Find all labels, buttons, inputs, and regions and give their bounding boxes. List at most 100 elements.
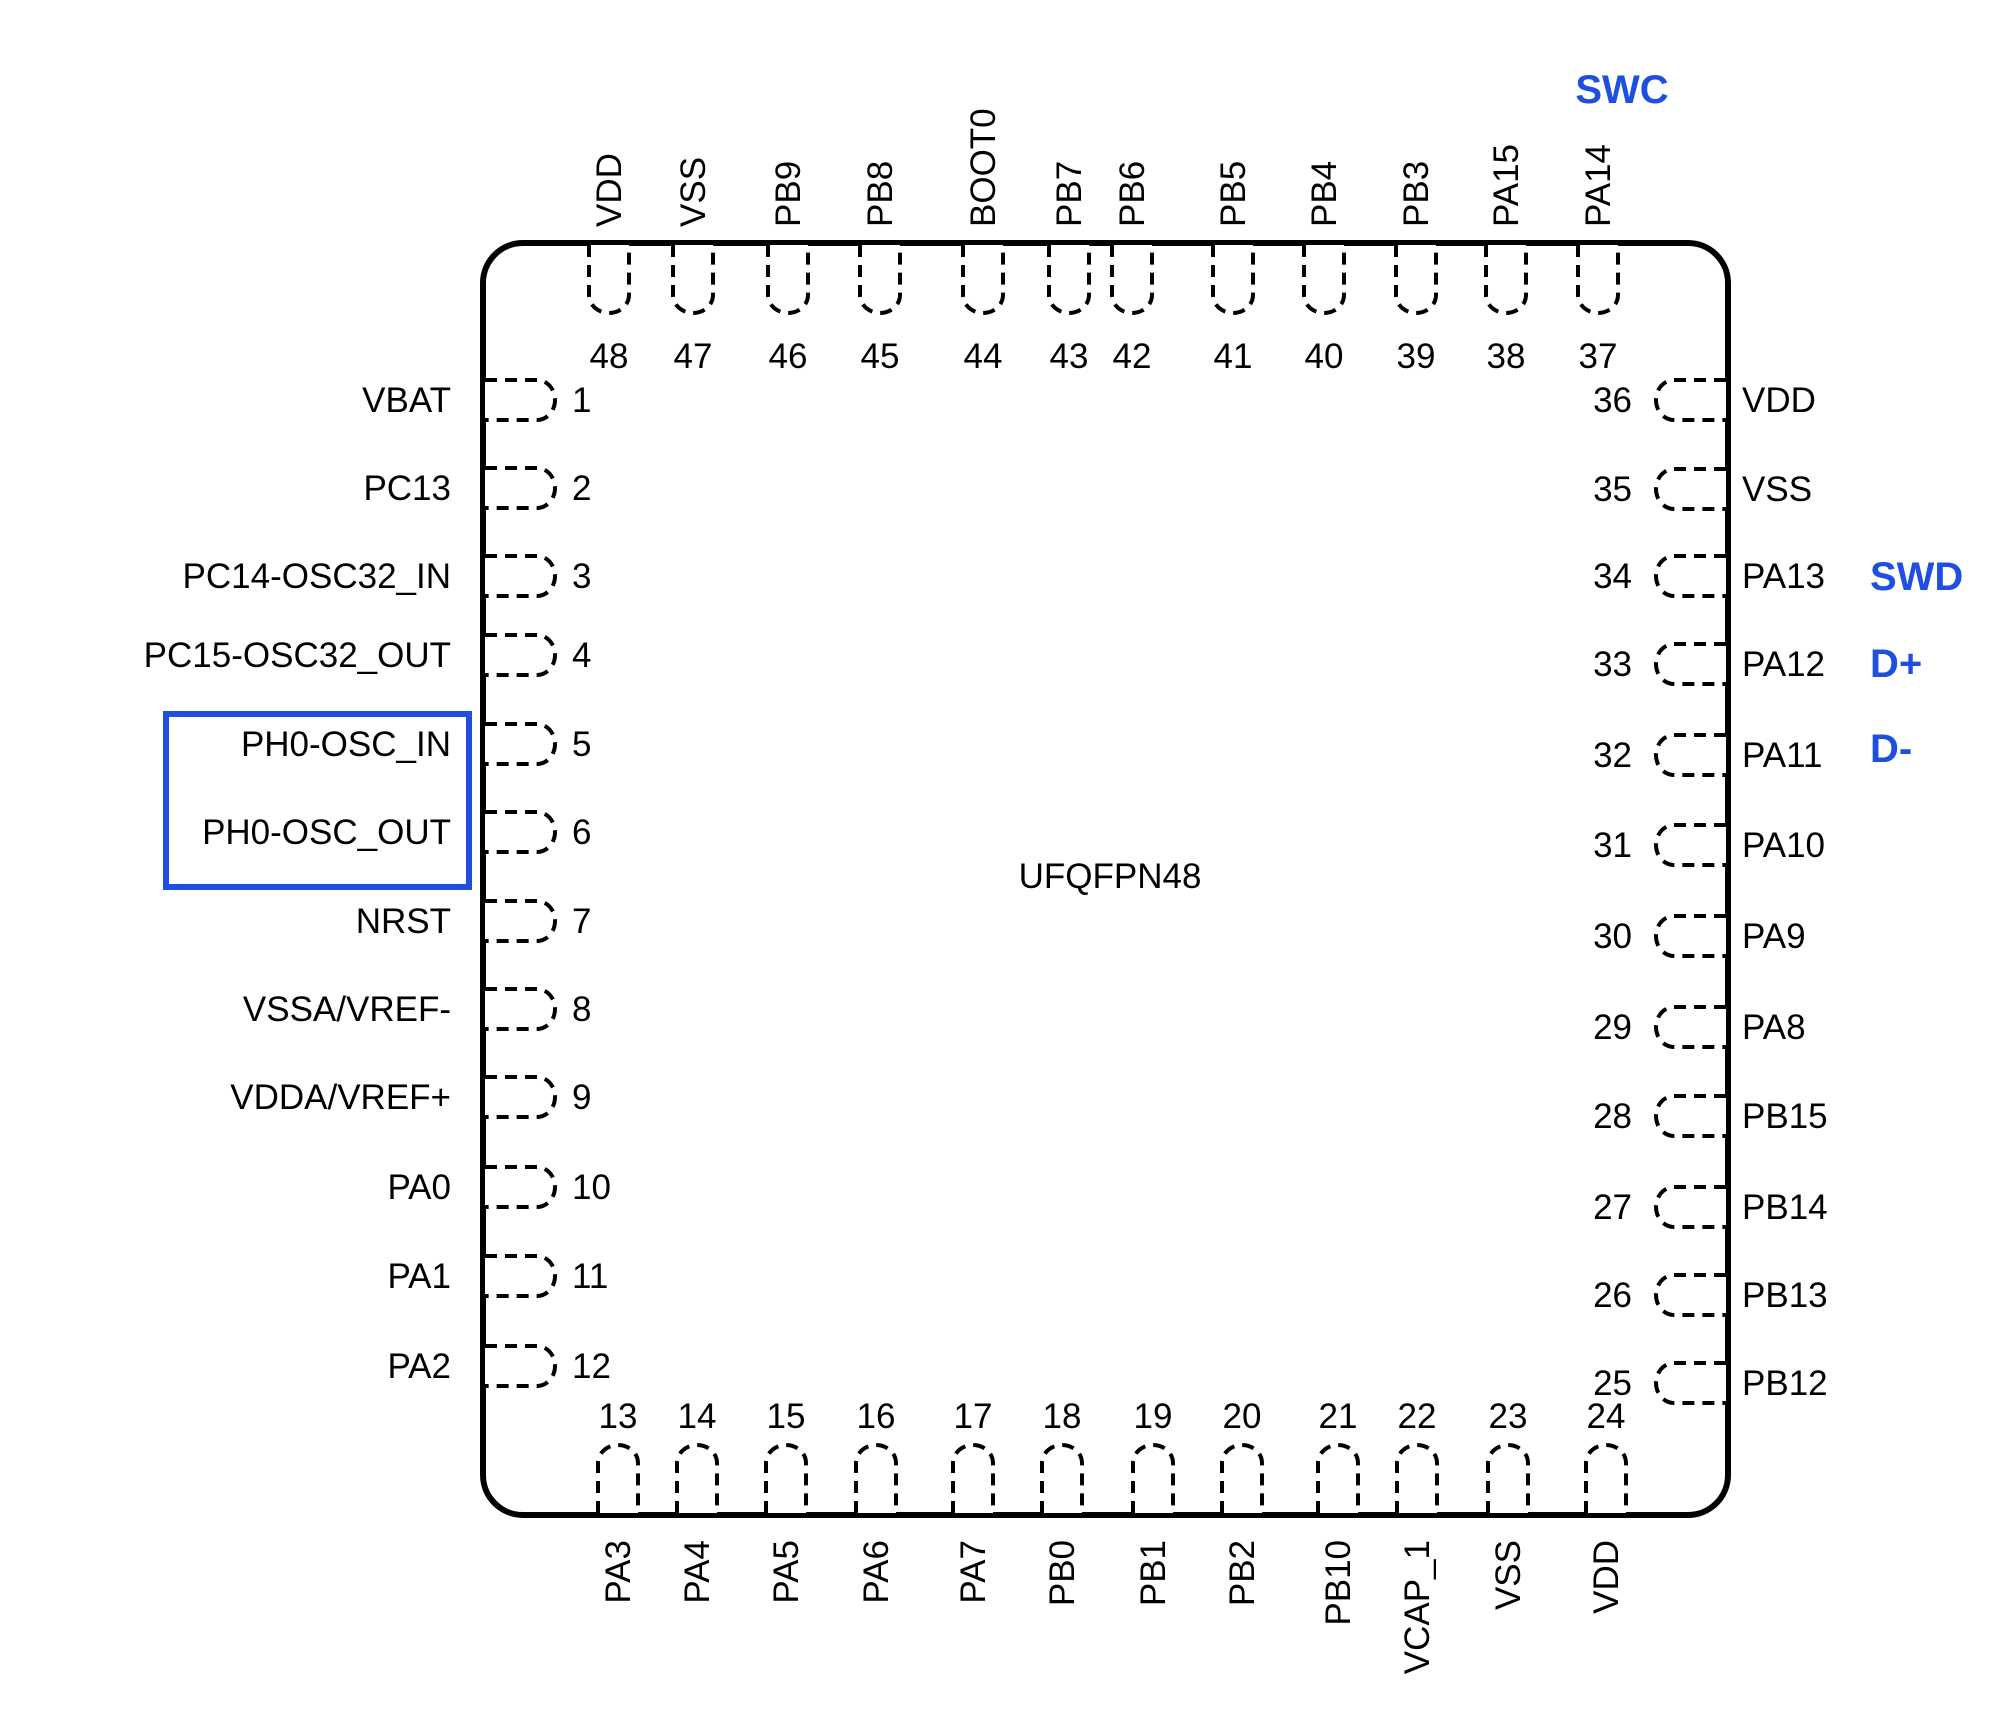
pin-pad — [485, 1165, 557, 1209]
pin-label: VCAP_1 — [1398, 1540, 1437, 1674]
pin-label: PB6 — [1113, 161, 1152, 227]
pin-label: PB3 — [1397, 161, 1436, 227]
pin-label: VSS — [1742, 470, 1812, 509]
highlight-box — [163, 711, 472, 890]
pin-number: 15 — [767, 1397, 806, 1436]
pin-36: 36 VDD — [1593, 378, 1816, 422]
pin-pad — [1654, 823, 1726, 867]
pin-16: 16 PA6 — [854, 1397, 898, 1604]
pin-pad — [1654, 467, 1726, 511]
pin-number: 20 — [1223, 1397, 1262, 1436]
pin-label: PA3 — [599, 1540, 638, 1604]
pin-35: 35 VSS — [1593, 467, 1812, 511]
pin-9: 9 VDDA/VREF+ — [230, 1075, 591, 1119]
pin-number: 4 — [572, 636, 591, 675]
pin-pad — [485, 1344, 557, 1388]
pin-number: 41 — [1214, 337, 1253, 376]
pin-label: PB5 — [1214, 161, 1253, 227]
annotations-layer: SWC SWD D+ D- — [1575, 68, 1963, 771]
pin-label: PB14 — [1742, 1188, 1828, 1227]
pin-number: 28 — [1593, 1097, 1632, 1136]
pin-1: 1 VBAT — [362, 378, 591, 422]
pin-pad — [485, 1075, 557, 1119]
pin-label: PA6 — [857, 1540, 896, 1604]
pin-19: 19 PB1 — [1131, 1397, 1175, 1606]
pin-pad — [1484, 245, 1528, 315]
pin-number: 27 — [1593, 1188, 1632, 1227]
pin-number: 45 — [861, 337, 900, 376]
pin-44: 44 BOOT0 — [961, 108, 1005, 376]
pin-17: 17 PA7 — [951, 1397, 995, 1604]
pin-number: 39 — [1397, 337, 1436, 376]
pin-39: 39 PB3 — [1394, 161, 1438, 376]
pin-pad — [1576, 245, 1620, 315]
pin-pad — [1394, 245, 1438, 315]
pin-pad — [1220, 1443, 1264, 1513]
pin-pad — [854, 1443, 898, 1513]
pin-12: 12 PA2 — [387, 1344, 611, 1388]
pin-pad — [1047, 245, 1091, 315]
pin-number: 11 — [572, 1257, 608, 1296]
pin-label: VSS — [1489, 1540, 1528, 1610]
pin-number: 2 — [572, 469, 591, 508]
pin-pad — [1316, 1443, 1360, 1513]
pin-22: 22 VCAP_1 — [1395, 1397, 1439, 1674]
pin-pad — [1110, 245, 1154, 315]
pin-34: 34 PA13 — [1593, 554, 1825, 598]
pin-pad — [951, 1443, 995, 1513]
pin-pad — [1654, 733, 1726, 777]
pin-number: 24 — [1587, 1397, 1626, 1436]
pin-13: 13 PA3 — [596, 1397, 640, 1604]
pin-25: 25 PB12 — [1593, 1361, 1828, 1405]
pin-pad — [671, 245, 715, 315]
pin-number: 40 — [1305, 337, 1344, 376]
pin-number: 19 — [1134, 1397, 1173, 1436]
pin-26: 26 PB13 — [1593, 1273, 1828, 1317]
annotation-label: SWC — [1575, 68, 1668, 112]
pin-pad — [1395, 1443, 1439, 1513]
pin-pad — [485, 722, 557, 766]
pin-label: PC14-OSC32_IN — [183, 557, 451, 596]
pin-label: PC15-OSC32_OUT — [144, 636, 451, 675]
pin-number: 23 — [1489, 1397, 1528, 1436]
pin-pad — [485, 810, 557, 854]
pin-29: 29 PA8 — [1593, 1005, 1806, 1049]
pin-pad — [1654, 1094, 1726, 1138]
pin-41: 41 PB5 — [1211, 161, 1255, 376]
pin-label: PB15 — [1742, 1097, 1828, 1136]
pin-number: 37 — [1579, 337, 1618, 376]
pin-28: 28 PB15 — [1593, 1094, 1828, 1138]
pin-label: PA12 — [1742, 645, 1825, 684]
pin-23: 23 VSS — [1486, 1397, 1530, 1610]
pin-37: 37 PA14 — [1576, 144, 1620, 376]
pin-pad — [1302, 245, 1346, 315]
pin-label: VSS — [674, 157, 713, 227]
pin-24: 24 VDD — [1584, 1397, 1628, 1614]
pin-number: 46 — [769, 337, 808, 376]
pin-pad — [675, 1443, 719, 1513]
pin-number: 31 — [1593, 826, 1632, 865]
pin-number: 36 — [1593, 381, 1632, 420]
pin-label: PA10 — [1742, 826, 1825, 865]
pin-10: 10 PA0 — [387, 1165, 611, 1209]
pin-label: PB10 — [1319, 1540, 1358, 1626]
pin-20: 20 PB2 — [1220, 1397, 1264, 1606]
annotation-label: D- — [1870, 727, 1912, 771]
pin-number: 6 — [572, 813, 591, 852]
pin-14: 14 PA4 — [675, 1397, 719, 1604]
pin-pad — [1131, 1443, 1175, 1513]
pin-21: 21 PB10 — [1316, 1397, 1360, 1626]
pin-label: PA9 — [1742, 917, 1806, 956]
pin-pad — [961, 245, 1005, 315]
pin-label: PA2 — [387, 1347, 451, 1386]
pin-pad — [1486, 1443, 1530, 1513]
pin-label: PB4 — [1305, 161, 1344, 227]
pin-pad — [596, 1443, 640, 1513]
pin-42: 42 PB6 — [1110, 161, 1154, 376]
pin-number: 10 — [572, 1168, 611, 1207]
pin-number: 17 — [954, 1397, 993, 1436]
pin-label: VSSA/VREF- — [243, 990, 451, 1029]
pin-label: VDD — [1742, 381, 1816, 420]
annotation-label: SWD — [1870, 555, 1963, 599]
pin-pad — [766, 245, 810, 315]
